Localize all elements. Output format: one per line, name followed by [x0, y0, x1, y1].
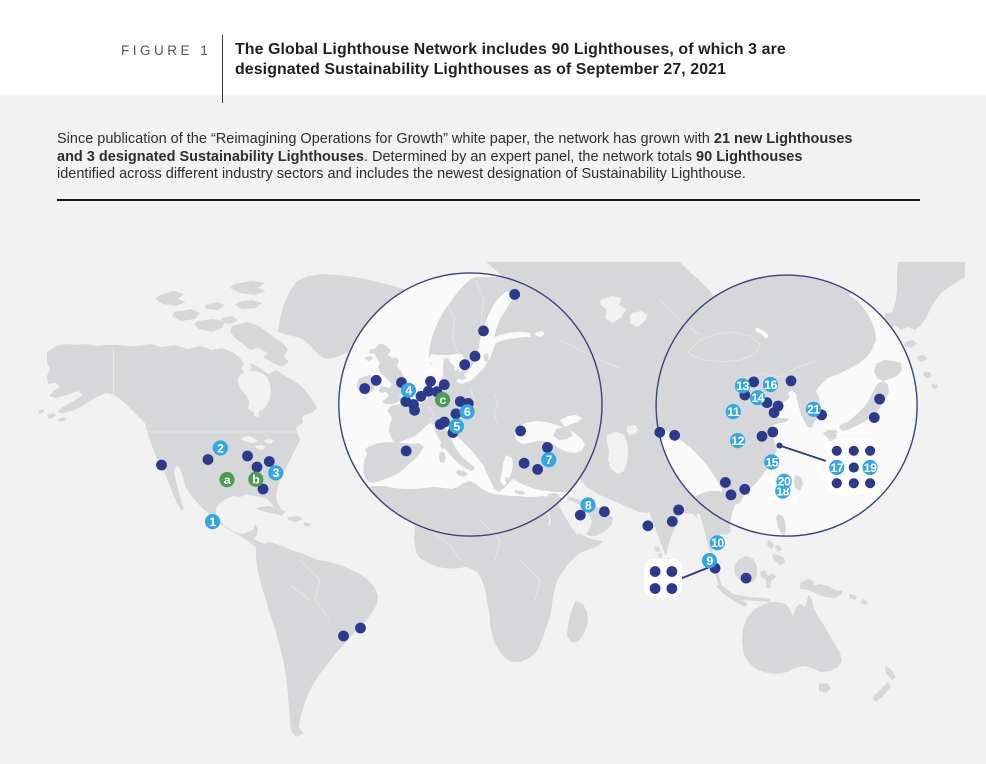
svg-text:1: 1: [209, 515, 216, 529]
svg-text:10: 10: [711, 536, 724, 550]
svg-text:6: 6: [464, 405, 471, 419]
svg-text:2: 2: [217, 441, 224, 455]
svg-text:a: a: [224, 473, 231, 487]
svg-text:13: 13: [736, 379, 749, 393]
svg-text:14: 14: [751, 391, 764, 405]
svg-text:11: 11: [727, 405, 740, 419]
svg-text:c: c: [439, 393, 446, 407]
svg-text:15: 15: [765, 455, 778, 469]
svg-text:7: 7: [546, 453, 553, 467]
svg-text:4: 4: [405, 384, 412, 398]
svg-text:20: 20: [778, 475, 791, 489]
svg-text:19: 19: [864, 461, 877, 475]
svg-text:5: 5: [453, 420, 460, 434]
svg-text:21: 21: [807, 403, 820, 417]
svg-text:12: 12: [731, 434, 744, 448]
svg-text:3: 3: [273, 466, 280, 480]
svg-text:8: 8: [585, 498, 592, 512]
svg-text:b: b: [252, 473, 259, 487]
svg-text:9: 9: [706, 554, 713, 568]
svg-text:17: 17: [830, 461, 843, 475]
svg-text:16: 16: [764, 378, 777, 392]
